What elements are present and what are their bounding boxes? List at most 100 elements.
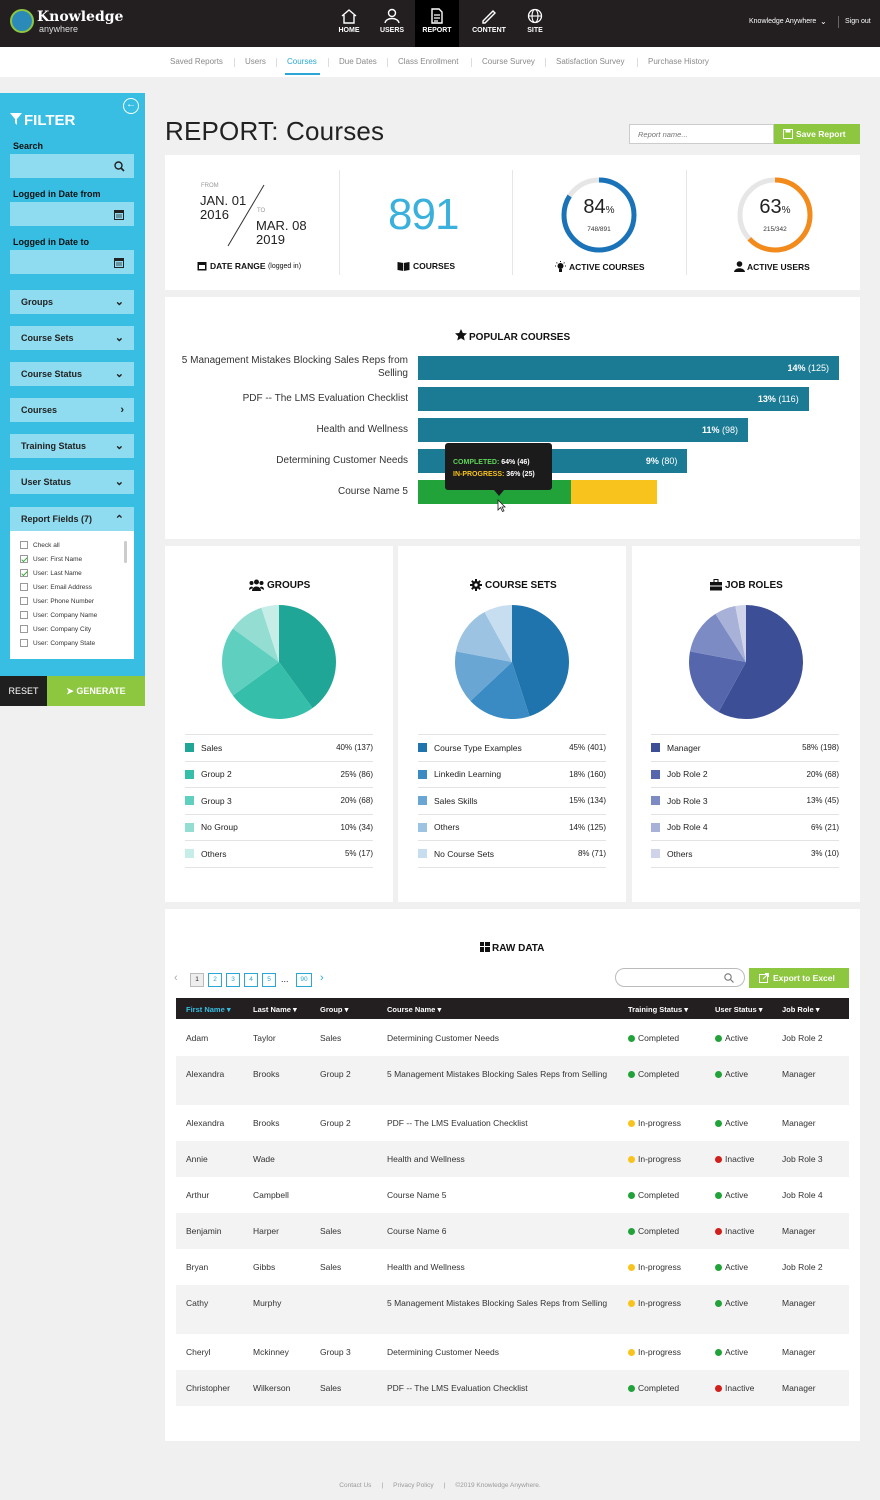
page-2[interactable]: 2: [208, 973, 222, 987]
table-row[interactable]: Alexandra Brooks Group 2 PDF -- The LMS Eva…: [176, 1105, 849, 1141]
generate-button[interactable]: ➤ GENERATE: [47, 676, 145, 706]
export-excel-button[interactable]: Export to Excel: [749, 968, 849, 988]
checkbox[interactable]: [20, 625, 28, 633]
col-last-name[interactable]: Last Name ▾: [253, 1005, 297, 1014]
signout-link[interactable]: Sign out: [845, 18, 871, 25]
save-report-button[interactable]: Save Report: [774, 124, 860, 144]
nav-site[interactable]: SITE: [513, 8, 557, 34]
course-bar[interactable]: 13% (116): [418, 387, 809, 411]
checkbox-checked[interactable]: [20, 569, 28, 577]
checkbox[interactable]: [20, 611, 28, 619]
pie-slice[interactable]: [484, 605, 512, 662]
subtab-satisfaction-survey[interactable]: Satisfaction Survey: [556, 57, 625, 66]
col-job-role[interactable]: Job Role ▾: [782, 1005, 820, 1014]
training-status-dropdown[interactable]: Training Status ⌄: [10, 434, 134, 458]
field-email[interactable]: User: Email Address: [20, 583, 92, 591]
page-5[interactable]: 5: [262, 973, 276, 987]
nav-content[interactable]: CONTENT: [467, 8, 511, 34]
calendar-icon[interactable]: [114, 209, 124, 220]
pie-slice[interactable]: [718, 605, 803, 719]
account-menu[interactable]: Knowledge Anywhere: [749, 18, 817, 25]
table-row[interactable]: Bryan Gibbs Sales Health and Wellness In-pro…: [176, 1249, 849, 1285]
chevron-down-icon[interactable]: ⌄: [820, 17, 827, 26]
subtab-saved-reports[interactable]: Saved Reports: [170, 57, 223, 66]
course-bar[interactable]: 14% (125): [418, 356, 839, 380]
col-group[interactable]: Group ▾: [320, 1005, 348, 1014]
brand-name[interactable]: Knowledge: [37, 9, 124, 25]
pie-slice[interactable]: [512, 605, 569, 717]
pie-slice[interactable]: [232, 607, 279, 662]
pie-slice[interactable]: [232, 662, 313, 719]
col-first-name[interactable]: First Name ▾: [186, 1005, 231, 1014]
privacy-link[interactable]: Privacy Policy: [393, 1482, 434, 1489]
pie-slice[interactable]: [735, 605, 746, 662]
contact-link[interactable]: Contact Us: [339, 1482, 372, 1489]
checkbox-checked[interactable]: [20, 555, 28, 563]
pie-slice[interactable]: [222, 628, 279, 696]
user-status-dropdown[interactable]: User Status ⌄: [10, 470, 134, 494]
field-last-name[interactable]: User: Last Name: [20, 569, 82, 577]
checkbox[interactable]: [20, 583, 28, 591]
pie-slice[interactable]: [279, 605, 336, 709]
date-from-input[interactable]: [10, 202, 134, 226]
nav-home[interactable]: HOME: [327, 8, 371, 34]
report-fields-toggle[interactable]: Report Fields (7) ⌃: [10, 507, 134, 531]
course-bar[interactable]: 11% (98): [418, 418, 749, 442]
page-3[interactable]: 3: [226, 973, 240, 987]
table-row[interactable]: Cheryl Mckinney Group 3 Determining Custome…: [176, 1334, 849, 1370]
report-name-input[interactable]: [629, 124, 774, 144]
pie-slice[interactable]: [456, 612, 512, 662]
table-row[interactable]: Alexandra Brooks Group 2 5 Management Mista…: [176, 1056, 849, 1105]
subtab-purchase-history[interactable]: Purchase History: [648, 57, 709, 66]
nav-report[interactable]: REPORT: [415, 0, 459, 47]
checkbox[interactable]: [20, 541, 28, 549]
calendar-icon[interactable]: [114, 257, 124, 268]
table-row[interactable]: Annie Wade Health and Wellness In-progress I…: [176, 1141, 849, 1177]
col-course-name[interactable]: Course Name ▾: [387, 1005, 441, 1014]
reset-button[interactable]: RESET: [0, 676, 47, 706]
field-company-state[interactable]: User: Company State: [20, 639, 95, 647]
page-4[interactable]: 4: [244, 973, 258, 987]
fields-scrollbar[interactable]: [124, 541, 127, 563]
pie-slice[interactable]: [689, 651, 746, 712]
pie-slice[interactable]: [261, 605, 279, 662]
table-row[interactable]: Adam Taylor Sales Determining Customer Need…: [176, 1020, 849, 1056]
pie-slice[interactable]: [455, 651, 512, 702]
prev-page-icon[interactable]: ‹: [174, 972, 178, 984]
col-training-status[interactable]: Training Status ▾: [628, 1005, 688, 1014]
field-first-name[interactable]: User: First Name: [20, 555, 82, 563]
field-phone[interactable]: User: Phone Number: [20, 597, 94, 605]
page-1[interactable]: 1: [190, 973, 204, 987]
nav-users[interactable]: USERS: [370, 8, 414, 34]
search-icon[interactable]: [724, 973, 734, 983]
table-row[interactable]: Cathy Murphy 5 Management Mistakes Blockin…: [176, 1285, 849, 1334]
search-icon[interactable]: [114, 161, 125, 172]
table-row[interactable]: Arthur Campbell Course Name 5 Completed Acti…: [176, 1177, 849, 1213]
course-bar-inprogress[interactable]: [571, 480, 658, 504]
pie-slice[interactable]: [715, 606, 746, 662]
subtab-course-survey[interactable]: Course Survey: [482, 57, 535, 66]
subtab-courses[interactable]: Courses: [287, 57, 317, 66]
search-input[interactable]: [10, 154, 134, 178]
checkbox[interactable]: [20, 639, 28, 647]
groups-dropdown[interactable]: Groups ⌄: [10, 290, 134, 314]
field-company-name[interactable]: User: Company Name: [20, 611, 97, 619]
field-company-city[interactable]: User: Company City: [20, 625, 91, 633]
globe-logo-icon[interactable]: [10, 9, 34, 33]
date-to-input[interactable]: [10, 250, 134, 274]
table-row[interactable]: Benjamin Harper Sales Course Name 6 Complete…: [176, 1213, 849, 1249]
page-last[interactable]: 90: [296, 973, 312, 987]
pie-slice[interactable]: [690, 613, 746, 662]
subtab-class-enrollment[interactable]: Class Enrollment: [398, 57, 459, 66]
collapse-sidebar-button[interactable]: ←: [123, 98, 139, 114]
course-status-dropdown[interactable]: Course Status ⌄: [10, 362, 134, 386]
checkbox[interactable]: [20, 597, 28, 605]
subtab-due-dates[interactable]: Due Dates: [339, 57, 377, 66]
subtab-users[interactable]: Users: [245, 57, 266, 66]
next-page-icon[interactable]: ›: [320, 972, 324, 984]
col-user-status[interactable]: User Status ▾: [715, 1005, 763, 1014]
table-row[interactable]: Christopher Wilkerson Sales PDF -- The LMS …: [176, 1370, 849, 1406]
pie-slice[interactable]: [470, 662, 530, 719]
field-check-all[interactable]: Check all: [20, 541, 60, 549]
course-sets-dropdown[interactable]: Course Sets ⌄: [10, 326, 134, 350]
